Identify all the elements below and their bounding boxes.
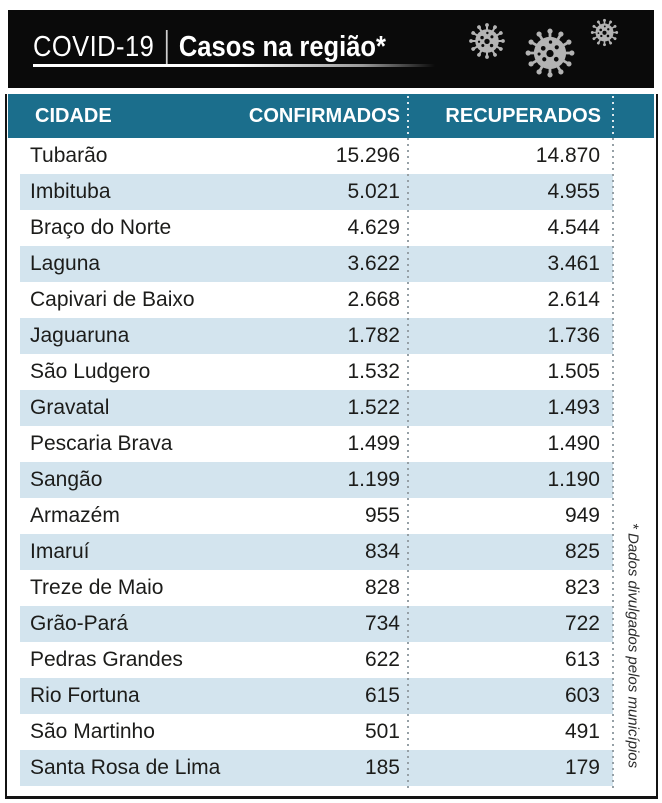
city-name: São Martinho <box>30 720 155 743</box>
virus-icon <box>468 22 506 60</box>
recovered-count: 949 <box>564 504 600 527</box>
confirmed-count: 3.622 <box>347 252 400 275</box>
table-row: Santa Rosa de Lima 185 179 <box>20 750 613 786</box>
recovered-count: 179 <box>564 756 600 779</box>
recovered-count: 1.190 <box>547 468 600 491</box>
table-row: Rio Fortuna 615 603 <box>20 678 613 714</box>
city-name: Braço do Norte <box>30 216 172 239</box>
confirmed-count: 1.782 <box>347 324 400 347</box>
column-header-recuperados: RECUPERADOS <box>445 104 601 127</box>
recovered-count: 491 <box>564 720 600 743</box>
recovered-count: 613 <box>564 648 600 671</box>
column-separator-dotted <box>407 96 409 790</box>
city-name: Grão-Pará <box>30 612 129 635</box>
city-name: Armazém <box>30 504 120 527</box>
table-header: CIDADE CONFIRMADOS RECUPERADOS <box>8 94 654 138</box>
recovered-count: 4.955 <box>547 180 600 203</box>
city-name: Gravatal <box>30 396 110 419</box>
table-row: Capivari de Baixo 2.668 2.614 <box>20 282 613 318</box>
table-row: São Ludgero 1.532 1.505 <box>20 354 613 390</box>
confirmed-count: 834 <box>364 540 400 563</box>
confirmed-count: 4.629 <box>347 216 400 239</box>
table-row: Gravatal 1.522 1.493 <box>20 390 613 426</box>
confirmed-count: 185 <box>364 756 400 779</box>
virus-icon <box>590 18 619 47</box>
city-name: Treze de Maio <box>30 576 164 599</box>
table-row: Grão-Pará 734 722 <box>20 606 613 642</box>
recovered-count: 603 <box>564 684 600 707</box>
recovered-count: 1.493 <box>547 396 600 419</box>
recovered-count: 722 <box>564 612 600 635</box>
frame-border-left <box>5 94 7 799</box>
city-name: Imbituba <box>30 180 111 203</box>
table-body: Tubarão 15.296 14.870 Imbituba 5.021 4.9… <box>20 138 613 786</box>
recovered-count: 823 <box>564 576 600 599</box>
city-name: Sangão <box>30 468 103 491</box>
virus-icon <box>524 27 576 79</box>
frame-border-bottom <box>5 796 658 799</box>
recovered-count: 2.614 <box>547 288 600 311</box>
city-name: Santa Rosa de Lima <box>30 756 221 779</box>
title-underline <box>33 64 435 67</box>
city-name: Tubarão <box>30 144 108 167</box>
page-title: Casos na região* <box>178 30 386 63</box>
city-name: Imaruí <box>30 540 90 563</box>
table-row: Imbituba 5.021 4.955 <box>20 174 613 210</box>
table-row: Tubarão 15.296 14.870 <box>20 138 613 174</box>
column-separator-dotted <box>612 96 614 790</box>
recovered-count: 14.870 <box>535 144 600 167</box>
title-line: COVID-19 Casos na região* <box>33 27 386 67</box>
confirmed-count: 828 <box>364 576 400 599</box>
table-row: Braço do Norte 4.629 4.544 <box>20 210 613 246</box>
confirmed-count: 1.532 <box>347 360 400 383</box>
table-row: Pedras Grandes 622 613 <box>20 642 613 678</box>
city-name: Rio Fortuna <box>30 684 140 707</box>
footnote: * Dados divulgados pelos municípios <box>624 523 642 769</box>
city-name: Laguna <box>30 252 101 275</box>
confirmed-count: 501 <box>364 720 400 743</box>
title-separator <box>165 30 168 64</box>
confirmed-count: 1.199 <box>347 468 400 491</box>
confirmed-count: 15.296 <box>335 144 400 167</box>
city-name: Jaguaruna <box>30 324 130 347</box>
recovered-count: 3.461 <box>547 252 600 275</box>
confirmed-count: 1.499 <box>347 432 400 455</box>
recovered-count: 1.490 <box>547 432 600 455</box>
confirmed-count: 2.668 <box>347 288 400 311</box>
confirmed-count: 622 <box>364 648 400 671</box>
table-row: Pescaria Brava 1.499 1.490 <box>20 426 613 462</box>
title-kicker: COVID-19 <box>33 30 155 63</box>
table-row: Armazém 955 949 <box>20 498 613 534</box>
frame-border-right <box>656 94 658 799</box>
table-row: São Martinho 501 491 <box>20 714 613 750</box>
column-header-cidade: CIDADE <box>35 104 112 127</box>
recovered-count: 4.544 <box>547 216 600 239</box>
confirmed-count: 1.522 <box>347 396 400 419</box>
table-row: Sangão 1.199 1.190 <box>20 462 613 498</box>
table-row: Laguna 3.622 3.461 <box>20 246 613 282</box>
recovered-count: 1.505 <box>547 360 600 383</box>
column-header-confirmados: CONFIRMADOS <box>248 104 400 127</box>
confirmed-count: 615 <box>364 684 400 707</box>
header-bar: COVID-19 Casos na região* <box>8 10 654 88</box>
table-row: Treze de Maio 828 823 <box>20 570 613 606</box>
confirmed-count: 734 <box>364 612 400 635</box>
city-name: Pescaria Brava <box>30 432 173 455</box>
city-name: São Ludgero <box>30 360 151 383</box>
recovered-count: 1.736 <box>547 324 600 347</box>
recovered-count: 825 <box>564 540 600 563</box>
confirmed-count: 955 <box>364 504 400 527</box>
city-name: Pedras Grandes <box>30 648 183 671</box>
confirmed-count: 5.021 <box>347 180 400 203</box>
table-row: Jaguaruna 1.782 1.736 <box>20 318 613 354</box>
table-row: Imaruí 834 825 <box>20 534 613 570</box>
city-name: Capivari de Baixo <box>30 288 195 311</box>
